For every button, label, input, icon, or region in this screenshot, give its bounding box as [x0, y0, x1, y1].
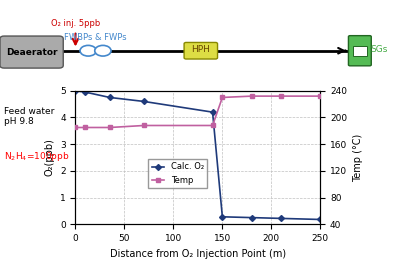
- Y-axis label: O₂(ppb): O₂(ppb): [44, 139, 54, 176]
- Temp: [249, 95, 254, 98]
- Calc. O₂: [142, 100, 146, 103]
- Text: SGs: SGs: [371, 45, 388, 54]
- Calc. O₂: [73, 89, 78, 92]
- Temp: [318, 95, 323, 98]
- Calc. O₂: [83, 91, 88, 94]
- Calc. O₂: [249, 216, 254, 219]
- Temp: [107, 126, 112, 129]
- Calc. O₂: [279, 217, 284, 220]
- Text: FWBPs & FWPs: FWBPs & FWPs: [64, 33, 127, 42]
- Line: Calc. O₂: Calc. O₂: [73, 89, 322, 222]
- Calc. O₂: [107, 96, 112, 99]
- Temp: [83, 126, 88, 129]
- Text: O₂ inj. 5ppb: O₂ inj. 5ppb: [51, 19, 100, 28]
- Calc. O₂: [210, 111, 215, 114]
- Temp: [220, 96, 225, 99]
- Temp: [279, 95, 284, 98]
- Y-axis label: Temp (°C): Temp (°C): [353, 134, 363, 182]
- Text: Feed water
pH 9.8: Feed water pH 9.8: [4, 107, 54, 126]
- Temp: [210, 124, 215, 127]
- Temp: [142, 124, 146, 127]
- Text: $\mathregular{N_2H_4}$=100ppb: $\mathregular{N_2H_4}$=100ppb: [4, 150, 70, 163]
- Text: HPH: HPH: [191, 45, 210, 54]
- Legend: Calc. O₂, Temp: Calc. O₂, Temp: [148, 159, 207, 188]
- Line: Temp: Temp: [73, 94, 322, 129]
- Text: Deaerator: Deaerator: [6, 48, 58, 57]
- Temp: [73, 126, 78, 129]
- Calc. O₂: [318, 218, 323, 221]
- Calc. O₂: [220, 215, 225, 218]
- X-axis label: Distance from O₂ Injection Point (m): Distance from O₂ Injection Point (m): [110, 249, 286, 258]
